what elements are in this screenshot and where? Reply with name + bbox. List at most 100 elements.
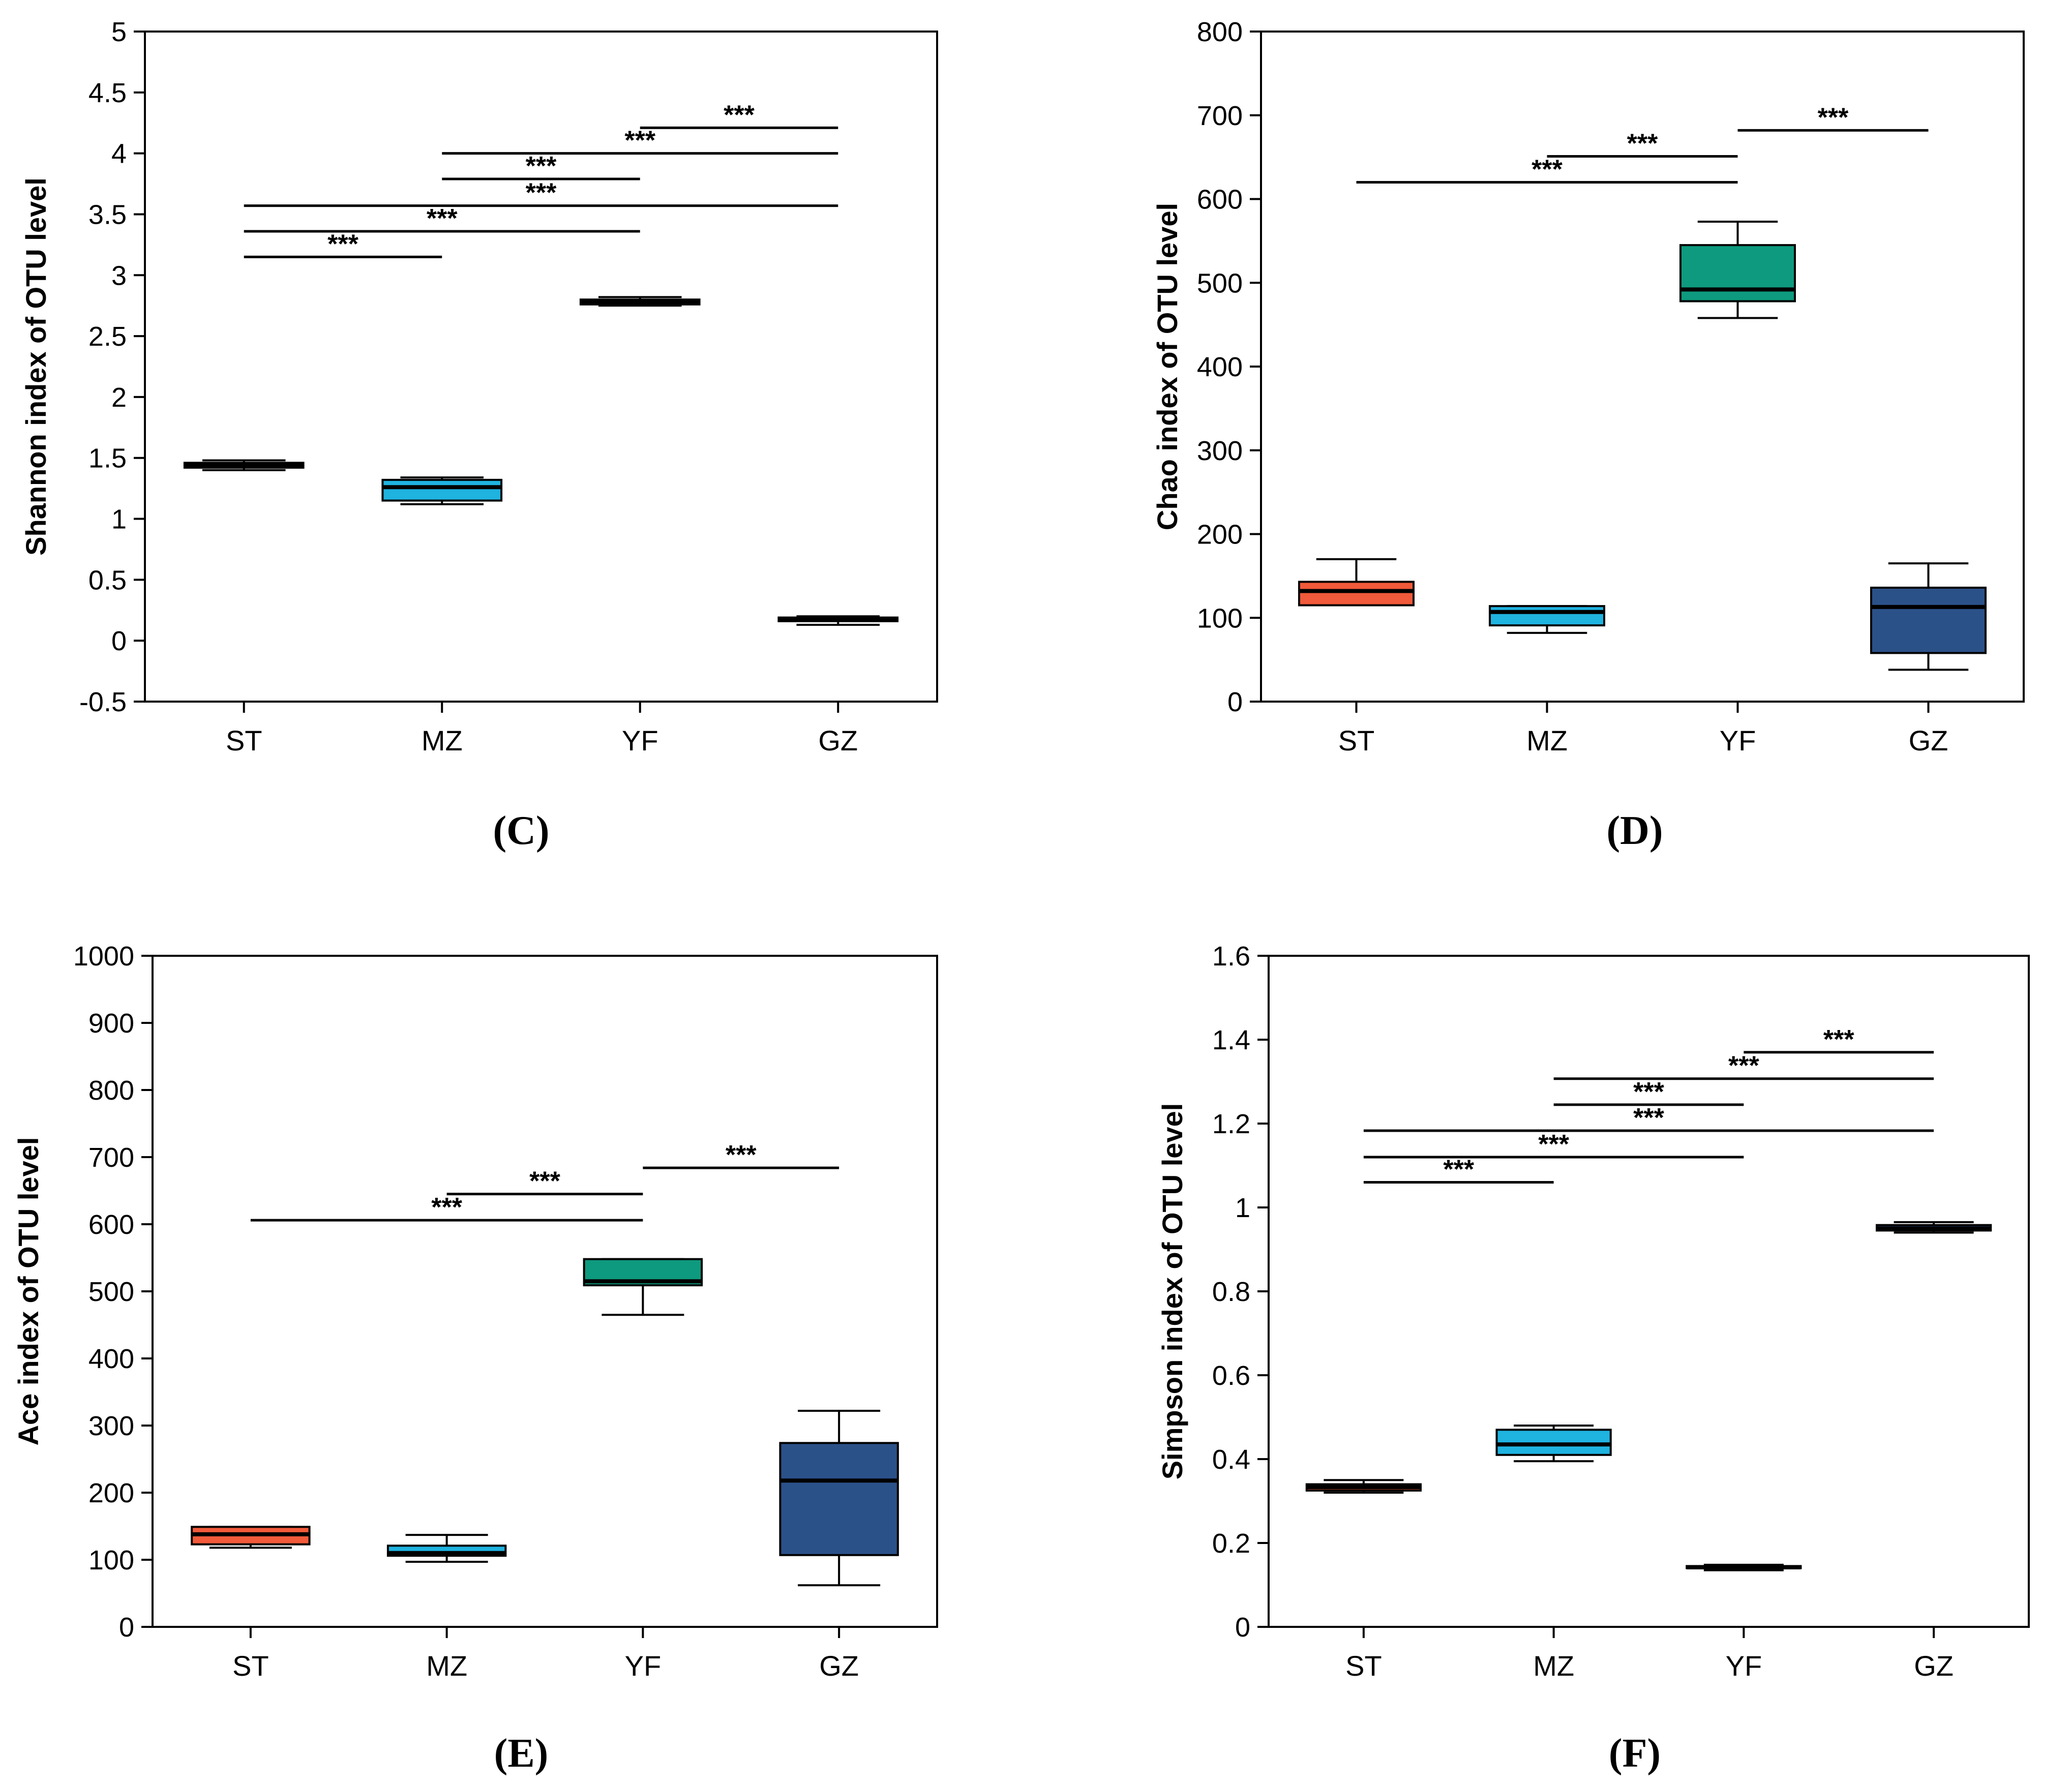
box-st xyxy=(183,459,305,471)
chart-panel-4: 0 0.2 0.4 0.6 0.8 1 1.2 1.4 1.6 ST MZ YF GZ Simpson i… xyxy=(1156,941,2030,1776)
plot-frame xyxy=(144,31,938,703)
box-gz xyxy=(1870,562,1987,671)
y-tick-label: 300 xyxy=(88,1411,134,1441)
significance-label: *** xyxy=(529,1167,560,1196)
y-tick-label: 3 xyxy=(111,260,127,291)
panel-label: (D) xyxy=(1606,808,1663,853)
box-body xyxy=(1679,244,1796,302)
x-tick-label: MZ xyxy=(422,724,463,756)
box-mz xyxy=(1495,1425,1612,1463)
significance-label: *** xyxy=(526,152,557,181)
y-tick-label: 500 xyxy=(1197,268,1243,298)
y-tick-label: 4 xyxy=(111,139,127,169)
x-tick-label: GZ xyxy=(819,1650,859,1682)
y-tick-label: 800 xyxy=(1197,17,1243,47)
y-tick-label: 400 xyxy=(1197,352,1243,382)
y-tick-label: 200 xyxy=(88,1478,134,1508)
y-tick-label: 700 xyxy=(1197,101,1243,131)
box-yf xyxy=(1686,1563,1802,1571)
y-tick-label: 2.5 xyxy=(88,321,127,352)
panel-label: (F) xyxy=(1609,1731,1661,1776)
y-tick-label: 0.2 xyxy=(1212,1528,1250,1559)
panel-label: (C) xyxy=(493,808,549,853)
box-mz xyxy=(381,476,503,505)
box-st xyxy=(1305,1479,1422,1494)
y-tick-label: 600 xyxy=(1197,185,1243,215)
y-axis-title: Simpson index of OTU level xyxy=(1156,1103,1188,1480)
chart-panel-1: -0.5 0 0.5 1 1.5 2 2.5 3 3.5 4 4.5 5 ST MZ YF GZ Shannon… xyxy=(20,17,938,853)
y-tick-label: 0 xyxy=(1235,1612,1250,1643)
x-tick-label: MZ xyxy=(1533,1650,1574,1682)
y-axis-title: Ace index of OTU level xyxy=(12,1137,44,1446)
significance-label: *** xyxy=(1633,1077,1664,1107)
significance-label: *** xyxy=(1818,103,1849,132)
box-yf xyxy=(1679,220,1796,319)
box-yf xyxy=(583,1258,703,1316)
box-yf xyxy=(579,296,701,307)
box-body xyxy=(1495,1429,1612,1456)
y-axis-title: Chao index of OTU level xyxy=(1151,203,1183,530)
significance-label: *** xyxy=(427,204,458,233)
y-tick-label: 400 xyxy=(88,1344,134,1374)
y-tick-label: 800 xyxy=(88,1075,134,1106)
significance-label: *** xyxy=(1627,129,1658,158)
significance-label: *** xyxy=(1633,1103,1664,1133)
x-tick-label: MZ xyxy=(1526,724,1568,756)
significance-label: *** xyxy=(1532,155,1563,185)
y-tick-label: 1000 xyxy=(73,941,134,972)
significance-label: *** xyxy=(724,100,755,130)
box-mz xyxy=(1489,605,1605,634)
panel-label: (E) xyxy=(494,1731,549,1776)
plot-frame xyxy=(1268,955,2030,1628)
x-tick-label: MZ xyxy=(426,1650,467,1682)
box-st xyxy=(191,1526,311,1549)
box-body xyxy=(1870,586,1987,654)
y-tick-label: 0.5 xyxy=(88,565,127,595)
y-tick-label: 1.6 xyxy=(1212,941,1250,972)
y-tick-label: 1 xyxy=(1235,1193,1250,1223)
x-tick-label: GZ xyxy=(1909,724,1948,756)
y-tick-label: 5 xyxy=(111,17,127,47)
y-tick-label: 700 xyxy=(88,1142,134,1173)
y-tick-label: 4.5 xyxy=(88,78,127,108)
x-tick-label: YF xyxy=(625,1650,662,1682)
y-tick-label: 200 xyxy=(1197,520,1243,550)
y-tick-label: 0 xyxy=(1227,687,1243,717)
box-body xyxy=(779,1442,899,1556)
box-body xyxy=(1298,581,1415,607)
significance-label: *** xyxy=(624,126,655,156)
y-tick-label: 500 xyxy=(88,1277,134,1307)
box-gz xyxy=(1876,1221,1992,1234)
significance-label: *** xyxy=(431,1193,462,1222)
y-axis-title: Shannon index of OTU level xyxy=(20,177,52,556)
y-tick-label: 900 xyxy=(88,1008,134,1039)
box-body xyxy=(1489,605,1605,627)
y-tick-label: 1.5 xyxy=(88,443,127,474)
y-tick-label: 0.8 xyxy=(1212,1277,1250,1307)
y-tick-label: 100 xyxy=(88,1545,134,1576)
y-tick-label: 0.6 xyxy=(1212,1360,1250,1391)
y-tick-label: 1 xyxy=(111,504,127,535)
significance-label: *** xyxy=(526,178,557,208)
y-tick-label: 2 xyxy=(111,382,127,413)
box-gz xyxy=(777,615,899,626)
box-st xyxy=(1298,558,1415,607)
box-body xyxy=(381,478,503,502)
significance-label: *** xyxy=(726,1140,757,1170)
y-tick-label: 600 xyxy=(88,1209,134,1240)
x-tick-label: YF xyxy=(622,724,658,756)
x-tick-label: ST xyxy=(1345,1650,1382,1682)
y-tick-label: 0.4 xyxy=(1212,1444,1250,1475)
y-tick-label: -0.5 xyxy=(79,687,127,717)
significance-label: *** xyxy=(1443,1155,1474,1185)
box-gz xyxy=(779,1409,899,1587)
y-tick-label: 3.5 xyxy=(88,199,127,230)
box-mz xyxy=(386,1534,507,1563)
significance-label: *** xyxy=(327,229,358,259)
y-tick-label: 1.2 xyxy=(1212,1109,1250,1139)
x-tick-label: ST xyxy=(226,724,262,756)
significance-label: *** xyxy=(1823,1025,1854,1054)
x-tick-label: YF xyxy=(1720,724,1756,756)
x-tick-label: YF xyxy=(1726,1650,1762,1682)
